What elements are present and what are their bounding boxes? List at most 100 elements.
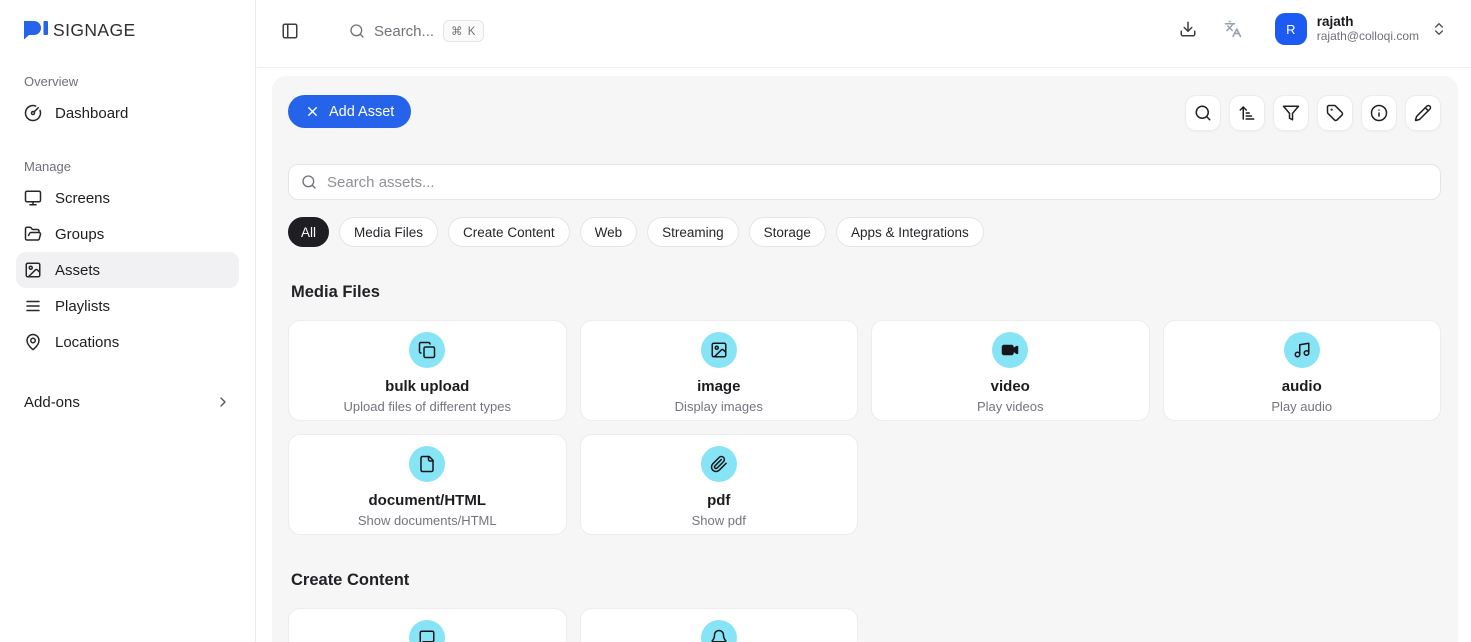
avatar-initial: R xyxy=(1286,21,1296,37)
sidebar-item-label: Dashboard xyxy=(55,104,129,122)
search-tool-button[interactable] xyxy=(1185,95,1221,131)
sort-ascending-icon xyxy=(1239,106,1255,120)
global-search-placeholder: Search... xyxy=(374,22,435,40)
tag-icon xyxy=(1326,104,1344,122)
icon-bubble xyxy=(409,620,446,642)
icon-bubble xyxy=(700,620,737,642)
languages-icon[interactable] xyxy=(1224,20,1242,38)
edit-tool-button[interactable] xyxy=(1405,95,1441,131)
gauge-icon xyxy=(24,104,42,122)
bell-icon xyxy=(711,629,727,642)
copy-icon xyxy=(419,341,436,359)
create-content-grid xyxy=(288,608,1441,642)
assets-panel: Add Asset xyxy=(272,76,1458,642)
asset-filter-chips: All Media Files Create Content Web Strea… xyxy=(288,217,1441,247)
card-title: bulk upload xyxy=(385,378,470,395)
info-tool-button[interactable] xyxy=(1361,95,1397,131)
asset-card-image[interactable]: image Display images xyxy=(579,320,858,421)
music-icon xyxy=(1294,342,1310,358)
asset-toolbar xyxy=(1185,95,1441,131)
tag-tool-button[interactable] xyxy=(1317,95,1353,131)
topbar: Search... ⌘ K R rajath rajath@colloqi.co… xyxy=(257,0,1471,68)
video-icon xyxy=(1002,344,1019,356)
sidebar-item-assets[interactable]: Assets xyxy=(16,252,239,288)
icon-bubble xyxy=(700,446,737,482)
info-icon xyxy=(1370,104,1388,122)
list-icon xyxy=(26,300,40,312)
sidebar-section-overview: Overview xyxy=(24,74,79,89)
folder-open-icon xyxy=(24,226,42,241)
sort-tool-button[interactable] xyxy=(1229,95,1265,131)
message-square-icon xyxy=(419,630,435,642)
card-subtitle: Upload files of different types xyxy=(343,399,511,414)
sidebar-section-manage: Manage xyxy=(24,159,71,174)
paperclip-icon xyxy=(710,455,727,473)
main-content: Add Asset xyxy=(257,69,1471,642)
filter-chip-all[interactable]: All xyxy=(288,217,330,247)
addons-label: Add-ons xyxy=(24,393,80,411)
filter-chip-web[interactable]: Web xyxy=(579,217,638,247)
map-pin-icon xyxy=(26,333,40,351)
download-icon[interactable] xyxy=(1179,20,1197,38)
sidebar: SIGNAGE Overview Dashboard Manage Screen… xyxy=(0,0,256,642)
image-icon xyxy=(711,342,727,358)
asset-card-notice[interactable] xyxy=(579,608,858,642)
media-files-grid: bulk upload Upload files of different ty… xyxy=(288,320,1441,535)
x-icon xyxy=(308,107,317,116)
filter-tool-button[interactable] xyxy=(1273,95,1309,131)
sidebar-item-label: Locations xyxy=(55,333,120,351)
card-subtitle: Display images xyxy=(674,399,763,414)
card-subtitle: Play videos xyxy=(977,399,1044,414)
sidebar-item-locations[interactable]: Locations xyxy=(16,324,239,360)
asset-card-pdf[interactable]: pdf Show pdf xyxy=(579,434,858,535)
section-title-create-content: Create Content xyxy=(291,571,410,589)
sidebar-item-label: Groups xyxy=(55,225,105,243)
filter-chip-storage[interactable]: Storage xyxy=(748,217,826,247)
filter-chip-streaming[interactable]: Streaming xyxy=(647,217,739,247)
search-icon xyxy=(302,175,316,189)
sidebar-item-addons[interactable]: Add-ons xyxy=(16,386,239,418)
user-avatar[interactable]: R xyxy=(1274,13,1307,45)
filter-icon xyxy=(1282,105,1300,121)
card-title: document/HTML xyxy=(368,492,487,509)
icon-bubble xyxy=(700,332,737,368)
asset-card-video[interactable]: video Play videos xyxy=(871,320,1150,421)
brand-logo[interactable]: SIGNAGE xyxy=(22,20,239,40)
add-asset-button[interactable]: Add Asset xyxy=(288,95,412,128)
user-meta: rajath rajath@colloqi.com xyxy=(1317,14,1419,43)
add-asset-label: Add Asset xyxy=(329,103,395,120)
asset-card-ticker[interactable] xyxy=(288,608,567,642)
sidebar-toggle-icon[interactable] xyxy=(281,22,299,40)
card-title: audio xyxy=(1281,378,1322,395)
search-icon xyxy=(350,24,364,38)
image-icon xyxy=(25,262,41,278)
filter-chip-apps-integrations[interactable]: Apps & Integrations xyxy=(835,217,984,247)
chevrons-up-down-icon[interactable] xyxy=(1431,21,1447,37)
sidebar-item-label: Playlists xyxy=(55,297,111,315)
card-subtitle: Show pdf xyxy=(691,513,746,528)
search-shortcut-badge: ⌘ K xyxy=(443,20,485,42)
filter-chip-media-files[interactable]: Media Files xyxy=(339,217,439,247)
edit-icon xyxy=(1414,104,1432,122)
file-icon xyxy=(420,455,434,473)
search-icon xyxy=(1195,105,1211,121)
sidebar-item-label: Screens xyxy=(55,189,111,207)
sidebar-item-label: Assets xyxy=(55,261,101,279)
user-email: rajath@colloqi.com xyxy=(1316,28,1419,43)
icon-bubble xyxy=(992,332,1029,368)
sidebar-item-screens[interactable]: Screens xyxy=(16,180,239,216)
card-title: image xyxy=(697,378,741,395)
card-title: video xyxy=(990,378,1030,395)
search-assets-input[interactable] xyxy=(288,164,1441,200)
filter-chip-create-content[interactable]: Create Content xyxy=(448,217,570,247)
sidebar-item-dashboard[interactable]: Dashboard xyxy=(16,95,239,131)
icon-bubble xyxy=(409,332,446,368)
asset-card-bulk-upload[interactable]: bulk upload Upload files of different ty… xyxy=(288,320,567,421)
asset-card-document-html[interactable]: document/HTML Show documents/HTML xyxy=(288,434,567,535)
sidebar-item-playlists[interactable]: Playlists xyxy=(16,288,239,324)
asset-card-audio[interactable]: audio Play audio xyxy=(1162,320,1441,421)
global-search-trigger[interactable]: Search... ⌘ K xyxy=(349,20,485,42)
sidebar-item-groups[interactable]: Groups xyxy=(16,216,239,252)
brand-name: SIGNAGE xyxy=(53,19,136,40)
